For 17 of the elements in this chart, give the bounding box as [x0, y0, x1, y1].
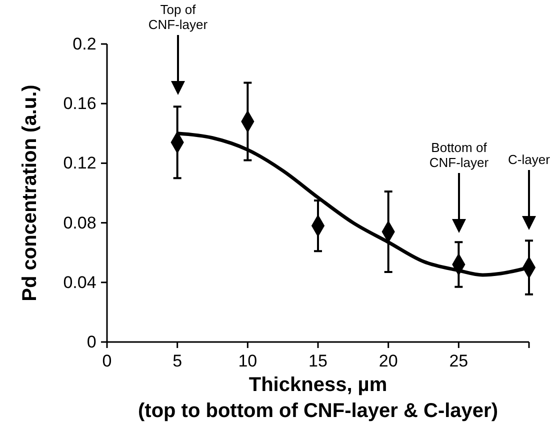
- y-tick-label: 0.16: [63, 94, 96, 114]
- annotation: Bottom of CNF-layer: [429, 140, 490, 170]
- x-tick-label: 25: [449, 351, 468, 370]
- text: Top of CNF-layer: [148, 2, 208, 32]
- x-tick-label: 10: [238, 351, 258, 370]
- y-tick-label: 0.04: [63, 272, 96, 292]
- x-tick-label: 15: [308, 351, 328, 370]
- y-tick-label: 0.12: [63, 154, 96, 173]
- x-axis-title: Thickness, µm (top to bottom of CNF-layer & C-layer): [138, 374, 498, 422]
- y-tick-label: 0.2: [72, 34, 96, 54]
- x-tick-label: 0: [102, 351, 112, 370]
- y-axis-title: Pd concentration (a.u.): [19, 84, 41, 302]
- x-tick-label: 5: [172, 351, 182, 370]
- x-tick-label: 20: [378, 351, 398, 370]
- y-tick-label: 0: [86, 332, 96, 352]
- annotation: C-layer: [508, 152, 551, 167]
- y-tick-label: 0.08: [63, 213, 96, 232]
